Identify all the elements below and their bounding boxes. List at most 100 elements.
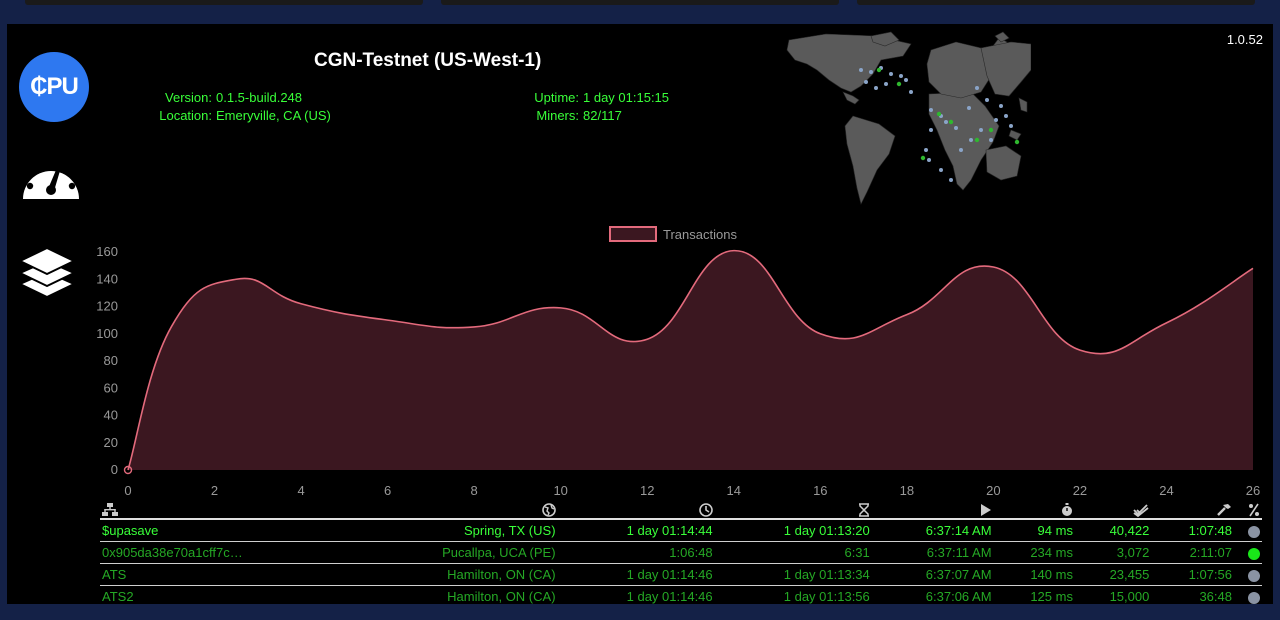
world-map[interactable] [781, 30, 1031, 208]
table-row[interactable]: 0x905da38e70a1cff7c… Pucallpa, UCA (PE) 1:… [100, 541, 1262, 564]
play-icon [980, 503, 991, 516]
top-card[interactable] [857, 0, 1255, 5]
table-row[interactable]: ATS Hamilton, ON (CA) 1 day 01:14:46 1 day … [100, 563, 1262, 586]
x-tick-label: 8 [471, 483, 478, 498]
miner-status [1234, 541, 1262, 564]
y-tick-label: 100 [96, 326, 118, 341]
miner-latency: 94 ms [993, 519, 1075, 542]
table-row[interactable]: $upasave Spring, TX (US) 1 day 01:14:44 1 d… [100, 519, 1262, 542]
miner-uptime: 1:06:48 [557, 541, 715, 564]
miner-session: 1 day 01:13:56 [714, 585, 872, 604]
x-tick-label: 20 [986, 483, 1000, 498]
top-card[interactable] [25, 0, 423, 5]
header-cell[interactable] [993, 500, 1075, 520]
miner-status [1234, 585, 1262, 604]
header-cell[interactable] [1074, 500, 1152, 520]
header-cell[interactable] [352, 500, 558, 520]
version-value: 0.1.5-build.248 [216, 90, 303, 105]
uptime-info: Uptime: 1 day 01:15:15 [519, 90, 669, 105]
miner-session: 1 day 01:13:20 [714, 519, 872, 542]
header-cell[interactable] [1151, 500, 1234, 520]
miner-location: Pucallpa, UCA (PE) [352, 541, 558, 564]
location-value: Emeryville, CA (US) [216, 108, 331, 123]
miner-mining-time: 1:07:48 [1151, 519, 1234, 542]
table-row[interactable]: ATS2 Hamilton, ON (CA) 1 day 01:14:46 1 day… [100, 585, 1262, 604]
double-check-icon [1133, 504, 1149, 517]
x-tick-label: 14 [727, 483, 741, 498]
network-icon [102, 502, 118, 516]
miner-name: $upasave [100, 519, 353, 542]
clock-icon [698, 502, 713, 517]
globe-icon [541, 502, 556, 517]
y-tick-label: 160 [96, 244, 118, 259]
miner-latency: 125 ms [993, 585, 1075, 604]
layers-icon[interactable] [18, 244, 76, 307]
header-cell[interactable] [100, 500, 353, 520]
legend-label-transactions: Transactions [663, 226, 737, 242]
y-tick-label: 0 [111, 462, 118, 477]
miner-status [1234, 563, 1262, 586]
x-tick-label: 4 [297, 483, 304, 498]
miner-latency: 234 ms [993, 541, 1075, 564]
miner-uptime: 1 day 01:14:46 [557, 585, 715, 604]
legend-swatch-transactions [609, 226, 657, 242]
miner-session: 1 day 01:13:34 [714, 563, 872, 586]
status-dot [1248, 591, 1260, 604]
miners-label: Miners: [536, 108, 579, 123]
miner-last-seen: 6:37:14 AM [871, 519, 994, 542]
status-dot [1248, 525, 1260, 538]
bottom-bar [0, 604, 1280, 620]
x-tick-label: 26 [1246, 483, 1260, 498]
miner-accepted: 23,455 [1074, 563, 1152, 586]
miner-location: Hamilton, ON (CA) [352, 563, 558, 586]
miner-location: Spring, TX (US) [352, 519, 558, 542]
header-cell[interactable] [871, 500, 994, 520]
miner-mining-time: 2:11:07 [1151, 541, 1234, 564]
miner-latency: 140 ms [993, 563, 1075, 586]
miner-accepted: 3,072 [1074, 541, 1152, 564]
top-bar [0, 0, 1280, 24]
x-tick-label: 6 [384, 483, 391, 498]
x-tick-label: 10 [553, 483, 567, 498]
y-tick-label: 140 [96, 271, 118, 286]
hammer-icon [1217, 503, 1231, 516]
x-tick-label: 24 [1159, 483, 1173, 498]
version-label: Version: [165, 90, 212, 105]
miner-name: ATS2 [100, 585, 353, 604]
uptime-label: Uptime: [534, 90, 579, 105]
y-tick-label: 80 [104, 353, 118, 368]
node-title: CGN-Testnet (US-West-1) [314, 50, 542, 71]
x-tick-label: 0 [124, 483, 131, 498]
x-tick-label: 12 [640, 483, 654, 498]
hourglass-icon [858, 503, 869, 517]
miner-status [1234, 519, 1262, 542]
stopwatch-icon [1061, 502, 1072, 516]
x-tick-label: 16 [813, 483, 827, 498]
location-info: Location: Emeryville, CA (US) [152, 108, 331, 123]
miner-accepted: 15,000 [1074, 585, 1152, 604]
header-cell[interactable] [714, 500, 872, 520]
miner-mining-time: 1:07:56 [1151, 563, 1234, 586]
chart-legend[interactable]: Transactions [609, 226, 737, 242]
miner-uptime: 1 day 01:14:46 [557, 563, 715, 586]
node-panel: 1.0.52 ₵PU CGN-Testnet (US [7, 24, 1273, 604]
table-header-row [100, 500, 1262, 520]
data-point [123, 465, 133, 475]
uptime-value: 1 day 01:15:15 [583, 90, 670, 105]
speedometer-icon[interactable] [19, 149, 83, 206]
x-tick-label: 2 [211, 483, 218, 498]
y-tick-label: 40 [104, 408, 118, 423]
header-cell[interactable] [557, 500, 715, 520]
header-cell[interactable] [1234, 500, 1262, 520]
miners-info: Miners: 82/117 [519, 108, 621, 123]
x-tick-label: 18 [900, 483, 914, 498]
status-dot [1248, 569, 1260, 582]
status-dot [1248, 547, 1260, 560]
y-tick-label: 120 [96, 299, 118, 314]
miner-mining-time: 36:48 [1151, 585, 1234, 604]
top-card[interactable] [441, 0, 839, 5]
percent-icon [1249, 503, 1259, 517]
miner-accepted: 40,422 [1074, 519, 1152, 542]
cpu-icon[interactable]: ₵PU [19, 52, 89, 122]
